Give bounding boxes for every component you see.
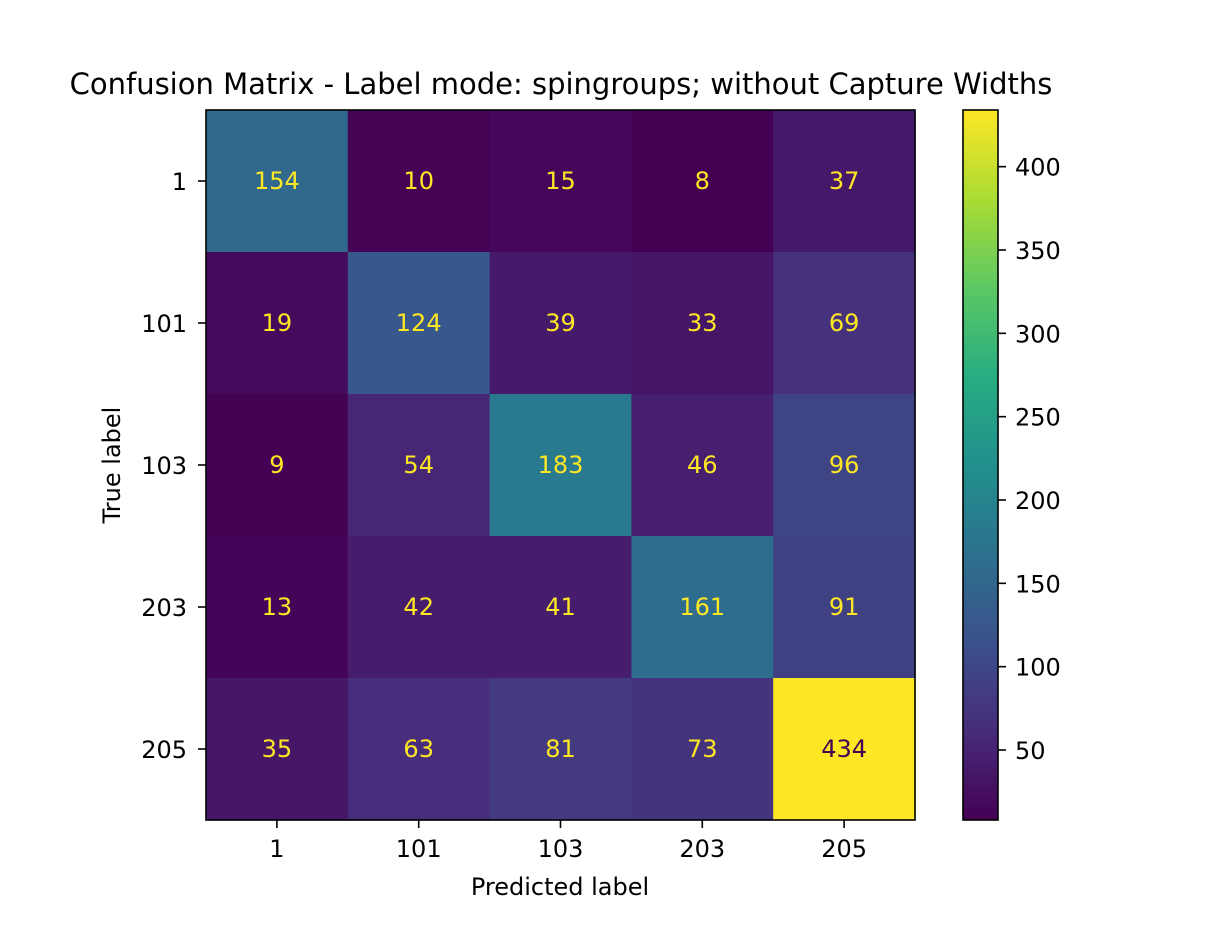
colorbar-tick-label: 150 (1015, 570, 1061, 598)
cell-value-label: 35 (262, 735, 293, 763)
colorbar-tick-label: 250 (1015, 404, 1061, 432)
matrix-cell-r4-c1 (347, 678, 491, 821)
matrix-cell-r0-c1 (347, 110, 491, 253)
colorbar-frame (962, 109, 999, 821)
colorbar-tick-label: 50 (1015, 737, 1046, 765)
matrix-cell-r1-c4 (773, 252, 916, 395)
x-tick-label: 1 (269, 835, 284, 863)
cell-value-label: 69 (829, 309, 860, 337)
colorbar-tick-label: 200 (1015, 487, 1061, 515)
matrix-cell-r4-c2 (489, 678, 632, 821)
colorbar-tick-label: 350 (1015, 237, 1061, 265)
matrix-cell-r2-c3 (631, 394, 774, 537)
matrix-cell-r4-c4 (773, 678, 916, 821)
cell-value-label: 154 (254, 167, 300, 195)
x-tick-label: 203 (679, 835, 725, 863)
matrix-cell-r4-c0 (206, 678, 349, 821)
chart-title: Confusion Matrix - Label mode: spingroup… (70, 67, 1053, 101)
y-tick-label: 103 (141, 452, 187, 480)
y-tick-label: 101 (141, 310, 187, 338)
cell-value-label: 37 (829, 167, 860, 195)
cell-value-label: 54 (403, 451, 434, 479)
cell-value-label: 41 (545, 593, 576, 621)
x-axis-ticks: 1 101 103 203 205 (269, 820, 867, 863)
matrix-cell-labels: 154 10 15 8 37 19 124 39 33 69 9 54 183 46 96 13 42 41 161… (254, 167, 867, 763)
cell-value-label: 124 (396, 309, 442, 337)
cell-value-label: 434 (821, 735, 867, 763)
cell-value-label: 15 (545, 167, 576, 195)
x-tick-label: 103 (538, 835, 584, 863)
cell-value-label: 9 (269, 451, 284, 479)
cell-value-label: 46 (687, 451, 718, 479)
matrix-cell-r3-c2 (489, 536, 632, 679)
matrix-cell-r2-c0 (206, 394, 349, 537)
colorbar (963, 110, 998, 820)
cell-value-label: 39 (545, 309, 576, 337)
cell-value-label: 42 (403, 593, 434, 621)
y-tick-label: 205 (141, 736, 187, 764)
matrix-cell-r2-c2 (489, 394, 632, 537)
x-tick-label: 101 (396, 835, 442, 863)
matrix-cell-r3-c4 (773, 536, 916, 679)
colorbar-tick-label: 100 (1015, 654, 1061, 682)
colorbar-tick-label: 400 (1015, 154, 1061, 182)
matrix-cell-r1-c1 (347, 252, 491, 395)
cell-value-label: 183 (538, 451, 584, 479)
cell-value-label: 33 (687, 309, 718, 337)
matrix-cells (206, 110, 916, 821)
matrix-cell-r1-c3 (631, 252, 774, 395)
matrix-cell-r1-c2 (489, 252, 632, 395)
matrix-cell-r2-c1 (347, 394, 491, 537)
matrix-cell-r3-c1 (347, 536, 491, 679)
cell-value-label: 19 (262, 309, 293, 337)
cell-value-label: 81 (545, 735, 576, 763)
matrix-cell-r0-c2 (489, 110, 632, 253)
cell-value-label: 73 (687, 735, 718, 763)
cell-value-label: 91 (829, 593, 860, 621)
colorbar-ticks: 50 100 150 200 250 300 350 400 (998, 154, 1061, 765)
cell-value-label: 13 (262, 593, 293, 621)
x-axis-label: Predicted label (471, 873, 649, 901)
cell-value-label: 161 (679, 593, 725, 621)
matrix-cell-r4-c3 (631, 678, 774, 821)
cell-value-label: 63 (403, 735, 434, 763)
y-axis-label: True label (98, 407, 126, 525)
x-tick-label: 205 (821, 835, 867, 863)
matrix-cell-r0-c3 (631, 110, 774, 253)
cell-value-label: 8 (695, 167, 710, 195)
y-tick-label: 1 (172, 168, 187, 196)
matrix-cell-r0-c4 (773, 110, 916, 253)
y-tick-label: 203 (141, 594, 187, 622)
matrix-cell-r1-c0 (206, 252, 349, 395)
cell-value-label: 10 (403, 167, 434, 195)
matrix-cell-r0-c0 (206, 110, 349, 253)
matrix-cell-r2-c4 (773, 394, 916, 537)
y-axis-ticks: 1 101 103 203 205 (141, 168, 206, 764)
matrix-cell-r3-c0 (206, 536, 349, 679)
colorbar-tick-label: 300 (1015, 320, 1061, 348)
cell-value-label: 96 (829, 451, 860, 479)
matrix-cell-r3-c3 (631, 536, 774, 679)
